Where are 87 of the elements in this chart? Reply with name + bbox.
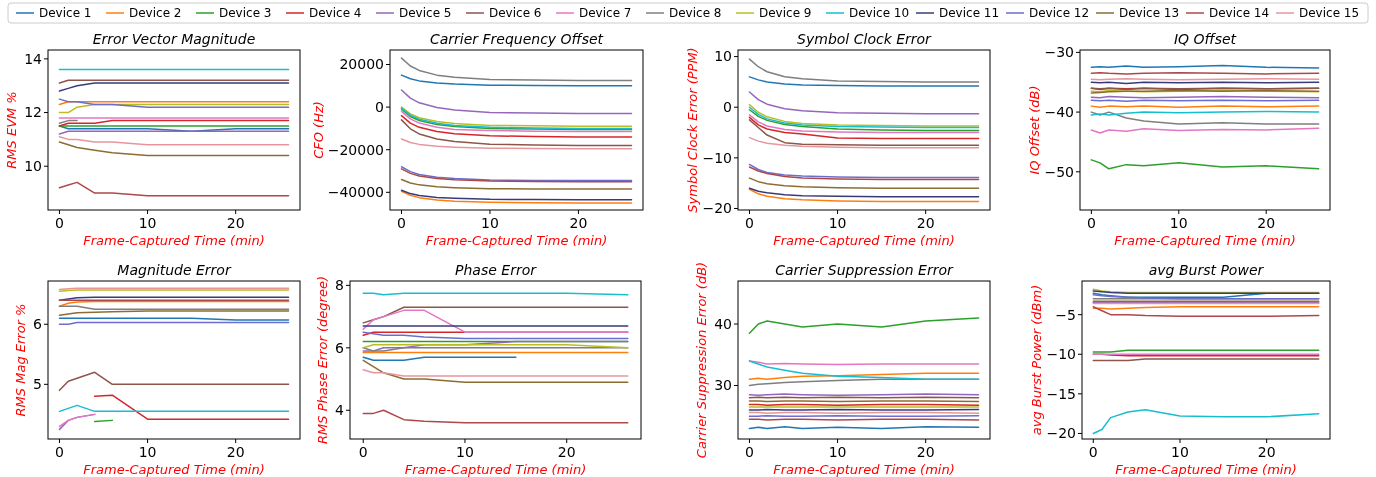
legend-label: Device 8 (669, 6, 722, 21)
x-tick-label: 10 (481, 215, 499, 231)
chart-title: Carrier Frequency Offset (429, 31, 604, 47)
x-tick-label: 20 (226, 444, 245, 460)
x-tick-label: 10 (1169, 215, 1188, 231)
x-tick-label: 20 (226, 215, 245, 231)
x-tick-label: 0 (54, 444, 64, 460)
legend-label: Device 12 (1029, 6, 1090, 21)
legend-label: Device 3 (219, 6, 272, 21)
x-tick-label: 0 (744, 215, 754, 231)
chart-title: Magnitude Error (117, 262, 232, 278)
y-tick-label: −30 (1044, 44, 1074, 61)
legend-label: Device 1 (39, 6, 92, 21)
chart-title: Symbol Clock Error (797, 31, 933, 47)
x-tick-label: 0 (744, 444, 754, 460)
x-tick-label: 10 (138, 215, 157, 231)
y-tick-label: 12 (24, 104, 42, 121)
x-tick-label: 20 (569, 215, 588, 231)
legend-label: Device 11 (939, 6, 1000, 21)
x-tick-label: 0 (397, 215, 406, 231)
x-tick-label: 10 (828, 215, 847, 231)
y-tick-label: 6 (335, 339, 345, 356)
y-tick-label: −10 (702, 149, 732, 166)
x-axis-title: Frame-Captured Time (min) (773, 233, 955, 248)
y-tick-label: 30 (714, 377, 732, 394)
x-axis-title: Frame-Captured Time (min) (83, 462, 265, 477)
legend-label: Device 5 (399, 6, 452, 21)
x-axis-title: Frame-Captured Time (min) (1114, 233, 1296, 248)
x-tick-label: 20 (1257, 215, 1276, 231)
y-axis-title: Carrier Suppression Error (dB) (694, 261, 710, 459)
legend-label: Device 2 (129, 6, 182, 21)
chart-title: Phase Error (455, 262, 538, 278)
y-axis-title: CFO (Hz) (310, 101, 326, 159)
y-tick-label: −50 (1044, 163, 1074, 180)
x-tick-label: 0 (54, 215, 64, 231)
y-tick-label: 20000 (339, 56, 384, 73)
chart-title: IQ Offset (1173, 31, 1237, 47)
y-tick-label: 40 (714, 315, 732, 332)
x-tick-label: 10 (1171, 444, 1189, 460)
y-tick-label: 6 (33, 316, 43, 333)
legend-label: Device 15 (1299, 6, 1360, 21)
y-tick-label: −40 (1044, 103, 1074, 120)
legend-label: Device 10 (849, 6, 910, 21)
chart-title: Carrier Suppression Error (775, 262, 954, 278)
y-tick-label: −10 (1046, 346, 1076, 363)
y-tick-label: 5 (33, 376, 42, 393)
x-tick-label: 20 (916, 444, 935, 460)
legend-label: Device 7 (579, 6, 632, 21)
y-tick-label: 8 (335, 277, 344, 294)
chart-title: avg Burst Power (1148, 262, 1265, 278)
x-tick-label: 10 (828, 444, 847, 460)
x-axis-title: Frame-Captured Time (min) (404, 462, 587, 477)
y-axis-title: RMS EVM % (4, 91, 20, 169)
x-axis-title: Frame-Captured Time (min) (773, 462, 955, 477)
y-axis-title: avg Burst Power (dBm) (1029, 284, 1045, 436)
y-tick-label: 0 (723, 99, 732, 116)
y-axis-title: RMS Phase Error (degree) (315, 276, 331, 444)
y-tick-label: 10 (24, 158, 42, 175)
legend-label: Device 13 (1119, 6, 1180, 21)
x-axis-title: Frame-Captured Time (min) (425, 233, 608, 248)
y-tick-label: 10 (714, 48, 732, 65)
x-tick-label: 10 (456, 444, 474, 460)
chart-title: Error Vector Magnitude (92, 31, 256, 47)
y-tick-label: −20 (1046, 425, 1076, 442)
x-axis-title: Frame-Captured Time (min) (83, 233, 265, 248)
y-axis-title: IQ Offset (dB) (1027, 85, 1043, 175)
y-tick-label: −5 (1055, 306, 1076, 323)
y-tick-label: −40000 (327, 184, 384, 201)
legend-label: Device 6 (489, 6, 542, 21)
y-tick-label: 4 (335, 402, 345, 419)
x-tick-label: 20 (557, 444, 576, 460)
y-tick-label: −20 (702, 200, 732, 217)
x-tick-label: 20 (916, 215, 935, 231)
x-tick-label: 0 (1086, 215, 1096, 231)
legend-label: Device 14 (1209, 6, 1270, 21)
y-tick-label: −20000 (327, 141, 384, 158)
y-axis-title: RMS Mag Error % (13, 303, 29, 417)
x-axis-title: Frame-Captured Time (min) (1115, 462, 1297, 477)
legend-label: Device 9 (759, 6, 812, 21)
y-axis-title: Symbol Clock Error (PPM) (685, 47, 701, 213)
x-tick-label: 10 (138, 444, 157, 460)
x-tick-label: 20 (1257, 444, 1276, 460)
y-tick-label: 0 (375, 99, 384, 115)
y-tick-label: −15 (1046, 385, 1076, 402)
y-tick-label: 14 (24, 50, 43, 67)
legend-label: Device 4 (309, 6, 362, 21)
x-tick-label: 0 (1088, 444, 1098, 460)
